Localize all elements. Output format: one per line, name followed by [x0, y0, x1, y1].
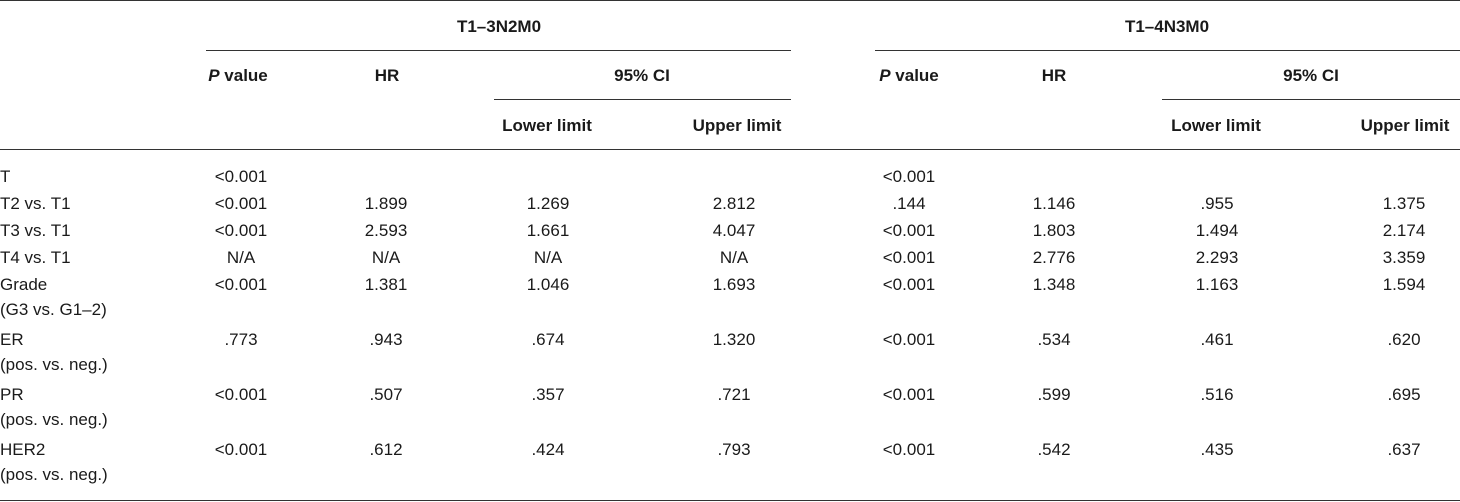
table-cell: <0.001: [882, 440, 936, 459]
row-label: T4 vs. T1: [0, 248, 71, 267]
table-cell: .516: [1200, 385, 1234, 404]
p-italic: P: [208, 66, 220, 85]
table-cell: 1.899: [364, 194, 408, 213]
upper-limit-header: Upper limit: [692, 116, 782, 135]
table-cell: .721: [717, 385, 751, 404]
table-cell: .461: [1200, 330, 1234, 349]
table-cell: .637: [1387, 440, 1421, 459]
p-rest: value: [890, 66, 939, 85]
row-label: PR: [0, 385, 24, 404]
table-cell: .793: [717, 440, 751, 459]
table-cell: 1.494: [1195, 221, 1239, 240]
table-cell: 2.174: [1382, 221, 1426, 240]
hr-header: HR: [1041, 66, 1067, 85]
hr-header: HR: [374, 66, 400, 85]
table-cell: 2.293: [1195, 248, 1239, 267]
row-sublabel: (pos. vs. neg.): [0, 355, 108, 374]
row-label: HER2: [0, 440, 46, 459]
row-sublabel: (G3 vs. G1–2): [0, 300, 107, 319]
table-cell: 1.661: [526, 221, 570, 240]
table-cell: .773: [224, 330, 258, 349]
table-cell: 2.593: [364, 221, 408, 240]
p-rest: value: [219, 66, 268, 85]
table-cell: .955: [1200, 194, 1234, 213]
p-value-header: P value: [208, 66, 268, 86]
group-header-2: T1–4N3M0: [1124, 17, 1210, 36]
table-cell: <0.001: [882, 221, 936, 240]
table-cell: <0.001: [214, 385, 268, 404]
upper-limit-header: Upper limit: [1360, 116, 1450, 135]
table-cell: <0.001: [214, 221, 268, 240]
table-cell: .424: [531, 440, 565, 459]
table-cell: N/A: [226, 248, 256, 267]
table-cell: 1.803: [1032, 221, 1076, 240]
table-cell: 2.776: [1032, 248, 1076, 267]
lower-limit-header: Lower limit: [1171, 116, 1261, 135]
row-label: T: [0, 167, 11, 186]
table-cell: .144: [892, 194, 926, 213]
row-sublabel: (pos. vs. neg.): [0, 410, 108, 429]
table-cell: <0.001: [882, 167, 936, 186]
table-cell: 2.812: [712, 194, 756, 213]
table-cell: .507: [369, 385, 403, 404]
table-cell: 1.046: [526, 275, 570, 294]
row-label: T2 vs. T1: [0, 194, 71, 213]
table-cell: <0.001: [882, 330, 936, 349]
table-cell: <0.001: [214, 275, 268, 294]
table-cell: 1.594: [1382, 275, 1426, 294]
row-sublabel: (pos. vs. neg.): [0, 465, 108, 484]
table-cell: .542: [1037, 440, 1071, 459]
table-cell: .599: [1037, 385, 1071, 404]
table-cell: <0.001: [214, 194, 268, 213]
ci1-underline: [494, 99, 791, 100]
ci-header: 95% CI: [614, 66, 670, 85]
table-cell: .612: [369, 440, 403, 459]
table-cell: 1.381: [364, 275, 408, 294]
table-cell: N/A: [719, 248, 749, 267]
row-label: T3 vs. T1: [0, 221, 71, 240]
table-cell: 4.047: [712, 221, 756, 240]
table-cell: .674: [531, 330, 565, 349]
table-cell: 1.146: [1032, 194, 1076, 213]
group1-underline: [206, 50, 791, 51]
table-cell: .357: [531, 385, 565, 404]
table-cell: <0.001: [882, 385, 936, 404]
table-cell: 1.320: [712, 330, 756, 349]
table-cell: 1.163: [1195, 275, 1239, 294]
table-cell: 1.269: [526, 194, 570, 213]
row-label: Grade: [0, 275, 48, 294]
table-cell: <0.001: [214, 167, 268, 186]
top-rule: [0, 0, 1460, 1]
table-cell: N/A: [533, 248, 563, 267]
table-cell: N/A: [371, 248, 401, 267]
table-cell: .943: [369, 330, 403, 349]
table-cell: 1.375: [1382, 194, 1426, 213]
lower-limit-header: Lower limit: [502, 116, 592, 135]
header-bottom-rule: [0, 149, 1460, 150]
table-cell: 3.359: [1382, 248, 1426, 267]
table-cell: <0.001: [214, 440, 268, 459]
bottom-rule: [0, 500, 1460, 501]
table-cell: <0.001: [882, 248, 936, 267]
table-cell: .695: [1387, 385, 1421, 404]
group2-underline: [875, 50, 1460, 51]
table-cell: 1.348: [1032, 275, 1076, 294]
p-value-header: P value: [879, 66, 939, 86]
table-cell: .435: [1200, 440, 1234, 459]
p-italic: P: [879, 66, 891, 85]
ci-header: 95% CI: [1283, 66, 1339, 85]
table-cell: .620: [1387, 330, 1421, 349]
group-header-1: T1–3N2M0: [456, 17, 542, 36]
table-cell: .534: [1037, 330, 1071, 349]
row-label: ER: [0, 330, 24, 349]
table-cell: <0.001: [882, 275, 936, 294]
ci2-underline: [1162, 99, 1460, 100]
table-cell: 1.693: [712, 275, 756, 294]
